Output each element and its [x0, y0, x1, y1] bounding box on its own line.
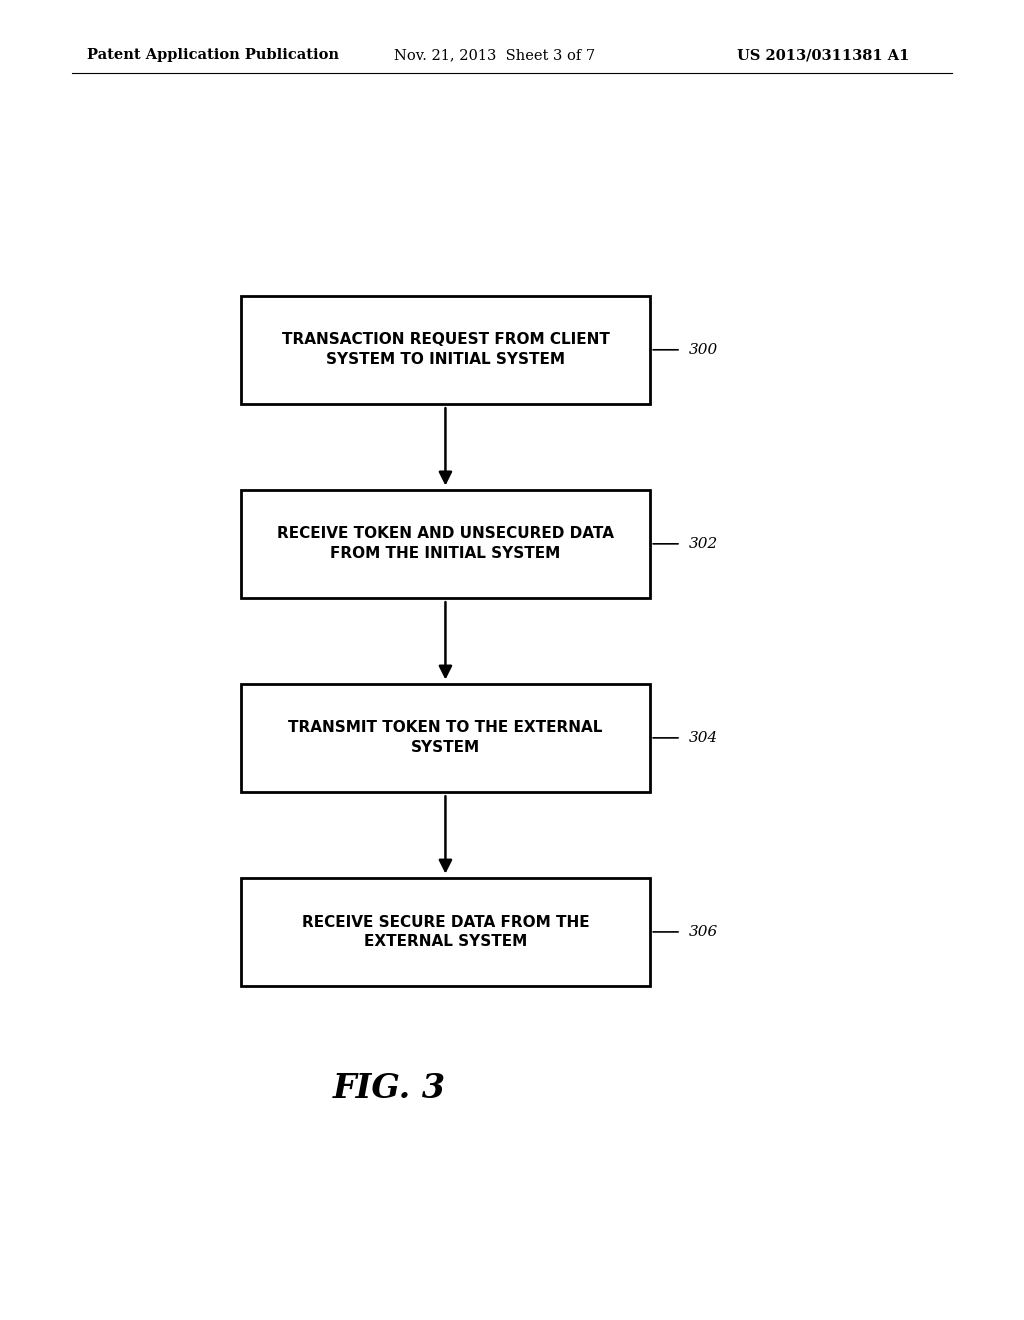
FancyBboxPatch shape [241, 684, 650, 792]
FancyBboxPatch shape [241, 490, 650, 598]
Text: US 2013/0311381 A1: US 2013/0311381 A1 [737, 49, 909, 62]
Text: 306: 306 [689, 925, 719, 939]
Text: 304: 304 [689, 731, 719, 744]
Text: TRANSMIT TOKEN TO THE EXTERNAL
SYSTEM: TRANSMIT TOKEN TO THE EXTERNAL SYSTEM [288, 721, 603, 755]
Text: Nov. 21, 2013  Sheet 3 of 7: Nov. 21, 2013 Sheet 3 of 7 [394, 49, 595, 62]
FancyBboxPatch shape [241, 878, 650, 986]
Text: RECEIVE SECURE DATA FROM THE
EXTERNAL SYSTEM: RECEIVE SECURE DATA FROM THE EXTERNAL SY… [302, 915, 589, 949]
Text: RECEIVE TOKEN AND UNSECURED DATA
FROM THE INITIAL SYSTEM: RECEIVE TOKEN AND UNSECURED DATA FROM TH… [276, 527, 614, 561]
Text: Patent Application Publication: Patent Application Publication [87, 49, 339, 62]
Text: 300: 300 [689, 343, 719, 356]
Text: 302: 302 [689, 537, 719, 550]
Text: FIG. 3: FIG. 3 [333, 1072, 445, 1106]
FancyBboxPatch shape [241, 296, 650, 404]
Text: TRANSACTION REQUEST FROM CLIENT
SYSTEM TO INITIAL SYSTEM: TRANSACTION REQUEST FROM CLIENT SYSTEM T… [282, 333, 609, 367]
